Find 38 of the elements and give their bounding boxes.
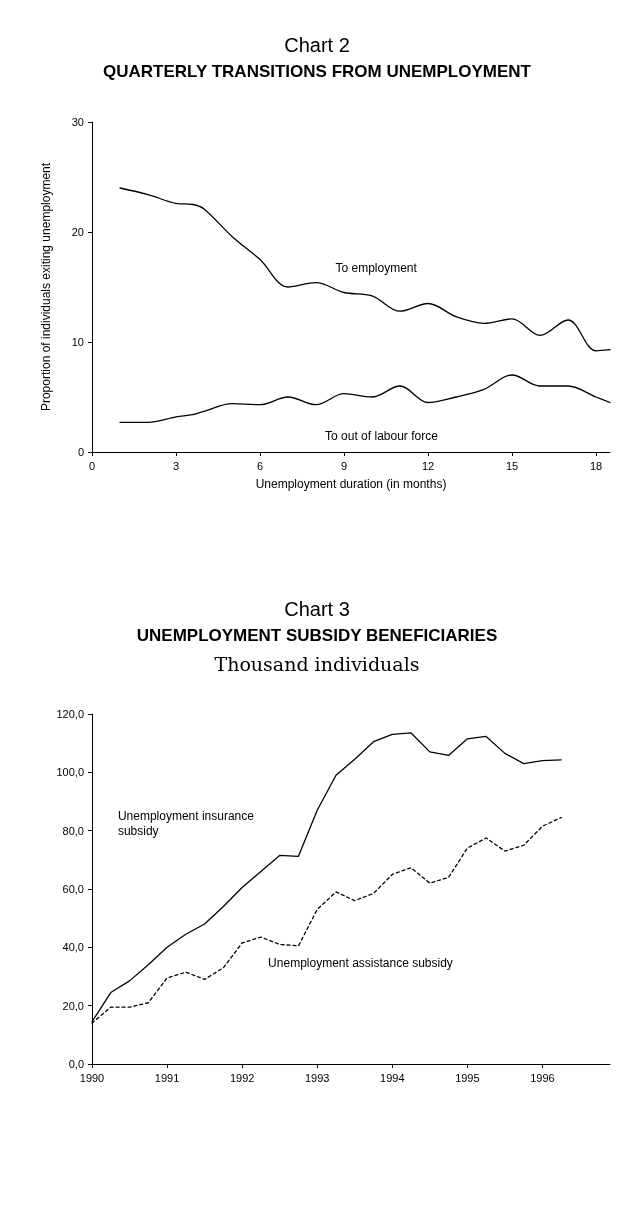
- x-tick-label: 6: [256, 459, 264, 472]
- y-tick-label: 40,0: [62, 941, 84, 954]
- y-tick-label: 0: [77, 446, 84, 458]
- y-tick-label: 80,0: [62, 824, 84, 837]
- text: Unemployment insurance subsidy: [117, 809, 258, 838]
- x-tick-label: 9: [340, 459, 348, 472]
- x-tick-label: 18: [589, 459, 603, 472]
- y-tick-label: 20: [71, 226, 84, 238]
- chart-title: Chart 3: [283, 597, 351, 622]
- x-tick-label: 15: [505, 459, 519, 472]
- x-axis-title: Unemployment duration (in months): [255, 477, 447, 491]
- x-tick-label: 1993: [304, 1071, 330, 1084]
- x-tick-label: 1992: [229, 1071, 255, 1084]
- y-tick-label: 20,0: [62, 999, 84, 1012]
- x-tick-label: 1994: [380, 1071, 405, 1084]
- x-tick-label: 1990: [79, 1071, 105, 1084]
- chart-subtitle: UNEMPLOYMENT SUBSIDY BENEFICIARIES: [135, 625, 499, 647]
- x-tick-label: 12: [421, 459, 435, 472]
- x-tick-label: 1996: [530, 1071, 555, 1084]
- y-tick-label: 100,0: [56, 766, 84, 779]
- text: To out of labour force: [325, 429, 439, 444]
- y-tick-label: 60,0: [62, 883, 84, 895]
- y-tick-label: 0,0: [68, 1058, 84, 1070]
- line-series: [119, 187, 611, 352]
- series-label: Unemployment assistance subsidy: [268, 956, 453, 970]
- line-series: [119, 374, 611, 423]
- x-tick-label: 1991: [154, 1071, 180, 1084]
- y-tick-label: 120,0: [56, 708, 84, 720]
- chart-title: Chart 2: [283, 33, 351, 58]
- chart-subtitle: QUARTERLY TRANSITIONS FROM UNEMPLOYMENT: [102, 61, 532, 83]
- x-tick-label: 1995: [455, 1071, 480, 1084]
- y-tick-label: 10: [71, 336, 84, 348]
- series-label: To employment: [335, 261, 418, 276]
- y-tick-label: 30: [71, 116, 84, 128]
- x-tick-label: 3: [172, 459, 180, 472]
- x-tick-label: 0: [88, 459, 96, 472]
- y-axis-title: Proportion of individuals exiting unemployment: [39, 162, 53, 412]
- text: Thousand individuals: [213, 652, 421, 677]
